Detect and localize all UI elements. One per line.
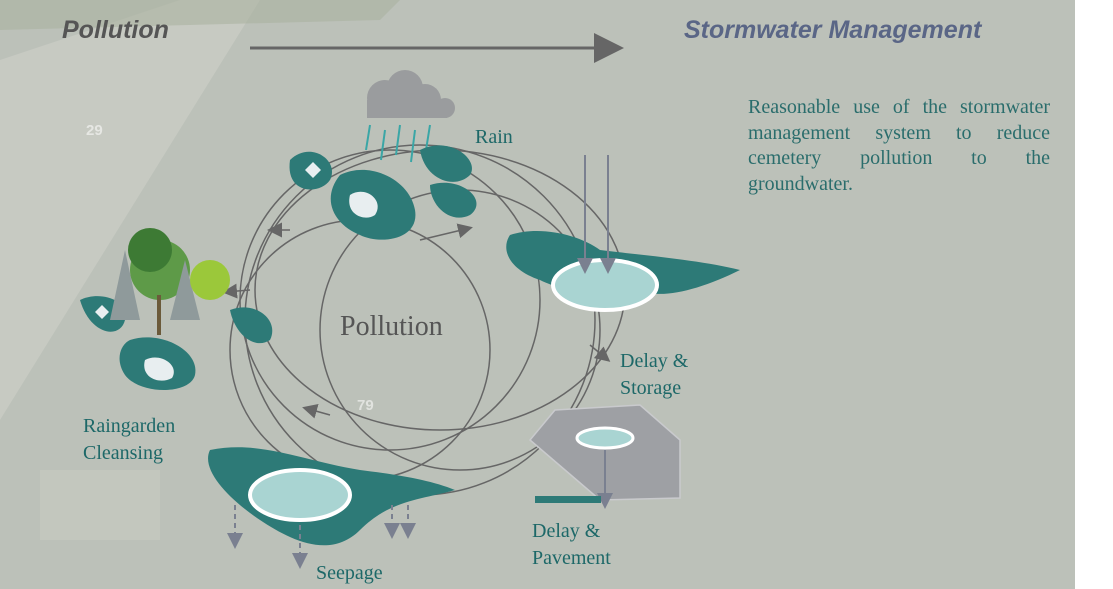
diagram-art xyxy=(0,0,1113,589)
center-label: Pollution xyxy=(340,311,443,343)
stage-label: Seepage xyxy=(316,560,383,587)
page: Pollution Stormwater Management Reasonab… xyxy=(0,0,1113,589)
description: Reasonable use of the stormwater managem… xyxy=(748,95,1050,197)
right-title: Stormwater Management xyxy=(684,16,981,45)
stage-label: Raingarden Cleansing xyxy=(83,413,175,467)
label-line: Delay & xyxy=(620,348,688,375)
stage-label: Delay & Storage xyxy=(620,348,688,402)
stage-label: Rain xyxy=(475,124,513,151)
label-line: Storage xyxy=(620,375,688,402)
label-line: Delay & xyxy=(532,518,611,545)
map-label: 29 xyxy=(86,122,103,139)
label-line: Raingarden xyxy=(83,413,175,440)
label-line: Pavement xyxy=(532,545,611,572)
label-line: Rain xyxy=(475,124,513,151)
map-label: 79 xyxy=(357,397,374,414)
pavement-bar xyxy=(535,496,601,503)
label-line: Cleansing xyxy=(83,440,175,467)
left-title: Pollution xyxy=(62,16,169,45)
stage-label: Delay & Pavement xyxy=(532,518,611,572)
label-line: Seepage xyxy=(316,560,383,587)
